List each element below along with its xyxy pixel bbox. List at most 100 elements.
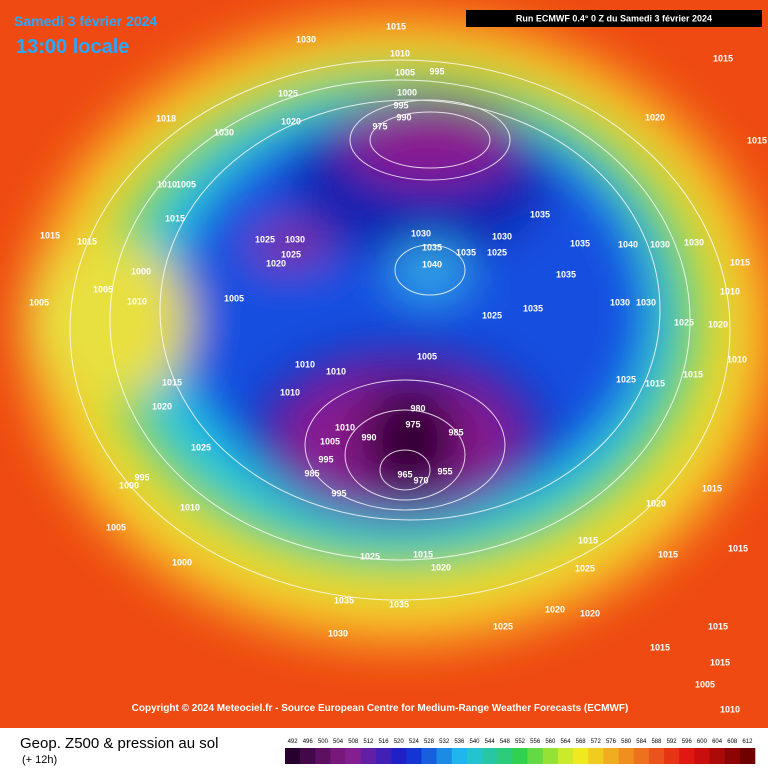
isobar-label: 1015 [713, 53, 733, 63]
isobar-label: 1030 [610, 297, 630, 307]
isobar-label: 1005 [176, 179, 196, 189]
colorbar-label: 552 [515, 739, 526, 745]
isobar-label: 1015 [702, 483, 722, 493]
isobar-label: 1015 [710, 657, 730, 667]
isobar-label: 1015 [165, 213, 185, 223]
isobar-label: 1015 [386, 21, 406, 31]
colorbar-swatch [345, 748, 362, 764]
colorbar-label: 612 [742, 739, 753, 745]
colorbar-swatch [360, 748, 377, 764]
isobar-label: 1010 [180, 502, 200, 512]
isobar-label: 1005 [93, 284, 113, 294]
isobar-label: 1005 [29, 297, 49, 307]
isobar-label: 1010 [727, 354, 747, 364]
run-info: Run ECMWF 0.4° 0 Z du Samedi 3 février 2… [516, 13, 712, 23]
colorbar-label: 604 [712, 739, 723, 745]
isobar-label: 1005 [695, 679, 715, 689]
isobar-label: 1000 [131, 266, 151, 276]
colorbar-label: 560 [545, 739, 556, 745]
colorbar-swatch [618, 748, 635, 764]
isobar-label: 990 [361, 432, 376, 442]
colorbar-label: 544 [485, 739, 496, 745]
colorbar-label: 512 [363, 739, 374, 745]
isobar-label: 1040 [618, 239, 638, 249]
isobar-label: 1020 [708, 319, 728, 329]
colorbar-swatch [603, 748, 619, 764]
isobar-label: 1015 [162, 377, 182, 387]
isobar-label: 1030 [214, 127, 234, 137]
isobar-label: 1030 [636, 297, 656, 307]
colorbar-label: 588 [651, 739, 662, 745]
isobar-label: 1015 [650, 642, 670, 652]
isobar-label: 1020 [580, 608, 600, 618]
isobar-label: 1025 [487, 247, 507, 257]
colorbar-label: 600 [697, 739, 708, 745]
isobar-label: 1015 [708, 621, 728, 631]
isobar-label: 990 [396, 112, 411, 122]
colorbar-swatch [527, 748, 544, 764]
colorbar-swatch [315, 748, 331, 764]
colorbar: 492 496 500 504 508 512 516 520 524 528 532 536 540 5… [285, 739, 756, 764]
colorbar-swatch [512, 748, 528, 764]
isobar-label: 1025 [575, 563, 595, 573]
colorbar-swatch [375, 748, 392, 764]
colorbar-swatch [709, 748, 725, 764]
colorbar-label: 572 [591, 739, 602, 745]
isobar-label: 1005 [320, 436, 340, 446]
colorbar-label: 548 [500, 739, 511, 745]
isobar-label: 1040 [422, 259, 442, 269]
isobar-label: 1010 [157, 179, 177, 189]
isobar-label: 1025 [493, 621, 513, 631]
isobar-label: 1030 [285, 234, 305, 244]
isobar-label: 1010 [127, 296, 147, 306]
isobar-label: 1025 [278, 88, 298, 98]
isobar-label: 1035 [422, 242, 442, 252]
isobar-label: 1025 [360, 551, 380, 561]
colorbar-label: 520 [394, 739, 405, 745]
isobar-label: 1010 [720, 704, 740, 714]
isobar-label: 1015 [658, 549, 678, 559]
colorbar-swatch [542, 748, 559, 764]
isobar-label: 1018 [156, 113, 176, 123]
colorbar-label: 500 [318, 739, 329, 745]
isobar-label: 1020 [152, 401, 172, 411]
isobar-label: 1030 [296, 34, 316, 44]
isobar-label: 1010 [280, 387, 300, 397]
isobar-label: 1005 [395, 67, 415, 77]
colorbar-label: 580 [621, 739, 632, 745]
colorbar-swatch [679, 748, 695, 764]
colorbar-swatch [648, 748, 665, 764]
isobar-label: 1015 [645, 378, 665, 388]
colorbar-label: 568 [576, 739, 587, 745]
colorbar-swatch [466, 748, 483, 764]
isobar-label: 1020 [645, 112, 665, 122]
isobar-label: 1025 [616, 374, 636, 384]
isobar-label: 1030 [492, 231, 512, 241]
isobar-label: 1020 [545, 604, 565, 614]
colorbar-swatch [694, 748, 710, 764]
isobar-label: 965 [397, 469, 412, 479]
colorbar-label: 536 [454, 739, 465, 745]
isobar-label: 1010 [295, 359, 315, 369]
isobar-label: 1030 [650, 239, 670, 249]
colorbar-label: 492 [288, 739, 299, 745]
isobar-label: 1025 [281, 249, 301, 259]
copyright: Copyright © 2024 Meteociel.fr - Source E… [132, 703, 629, 714]
isobar-label: 1035 [570, 238, 590, 248]
isobar-label: 1025 [674, 317, 694, 327]
isobar-label: 1015 [413, 549, 433, 559]
field [0, 0, 768, 728]
isobar-label: 975 [405, 419, 420, 429]
isobar-label: 1020 [646, 498, 666, 508]
isobar-label: 1010 [326, 366, 346, 376]
isobar-label: 985 [304, 468, 319, 478]
isobar-label: 1010 [390, 48, 410, 58]
colorbar-swatch [482, 748, 498, 764]
isobar-label: 1035 [556, 269, 576, 279]
colorbar-label: 608 [727, 739, 738, 745]
isobar-label: 1005 [417, 351, 437, 361]
colorbar-label: 556 [530, 739, 541, 745]
colorbar-swatch [588, 748, 604, 764]
isobar-label: 1025 [191, 442, 211, 452]
